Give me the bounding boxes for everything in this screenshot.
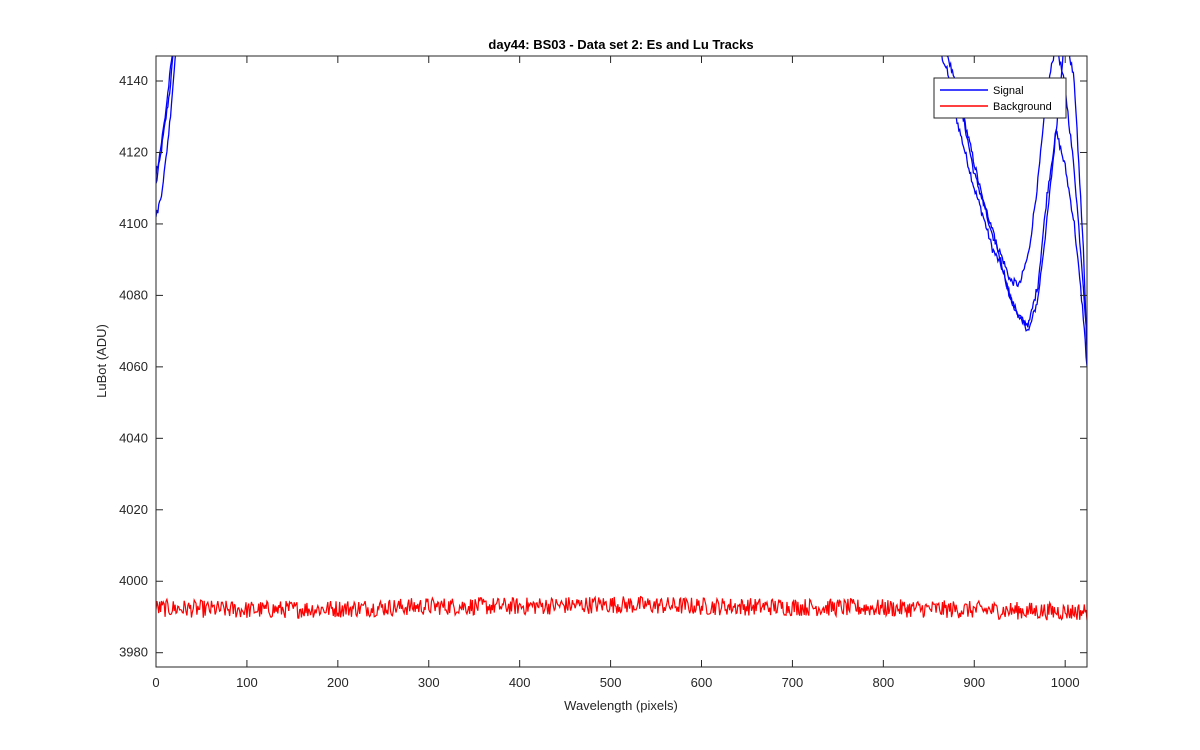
chart-title: day44: BS03 - Data set 2: Es and Lu Trac… (488, 37, 753, 52)
y-tick-label: 4040 (119, 430, 148, 445)
background-line (156, 595, 1087, 621)
x-tick-label: 100 (236, 675, 258, 690)
y-tick-label: 4140 (119, 73, 148, 88)
legend[interactable]: Signal Background (933, 77, 1067, 119)
y-tick-label: 4080 (119, 287, 148, 302)
x-tick-label: 300 (418, 675, 440, 690)
y-tick-label: 4000 (119, 573, 148, 588)
y-tick-label: 4100 (119, 216, 148, 231)
series-layer (156, 56, 1087, 621)
x-tick-label: 200 (327, 675, 349, 690)
plot-area (156, 56, 1087, 667)
legend-background-label: Background (993, 101, 1052, 113)
x-tick-label: 900 (963, 675, 985, 690)
x-tick-label: 400 (509, 675, 531, 690)
x-tick-label: 0 (152, 675, 159, 690)
y-tick-label: 4060 (119, 359, 148, 374)
x-tick-label: 1000 (1051, 675, 1080, 690)
legend-box (933, 77, 1067, 119)
x-tick-label: 800 (872, 675, 894, 690)
plot-frame (155, 55, 1088, 668)
y-axis-label: LuBot (ADU) (94, 324, 109, 398)
y-tick-label: 3980 (119, 645, 148, 660)
ticks-layer: 0 100 200 300 400 500 600 700 800 900 1000 3980 4000… (119, 56, 1087, 690)
x-axis-label: Wavelength (pixels) (564, 698, 678, 713)
signal-line (156, 56, 174, 184)
x-tick-label: 700 (782, 675, 804, 690)
signal-line (156, 56, 177, 218)
signal-line (955, 87, 1087, 367)
signal-line (156, 56, 173, 177)
signal-line (946, 56, 1087, 345)
legend-signal-label: Signal (993, 85, 1024, 97)
y-tick-label: 4020 (119, 502, 148, 517)
x-tick-label: 500 (600, 675, 622, 690)
y-tick-label: 4120 (119, 144, 148, 159)
x-tick-label: 600 (691, 675, 713, 690)
